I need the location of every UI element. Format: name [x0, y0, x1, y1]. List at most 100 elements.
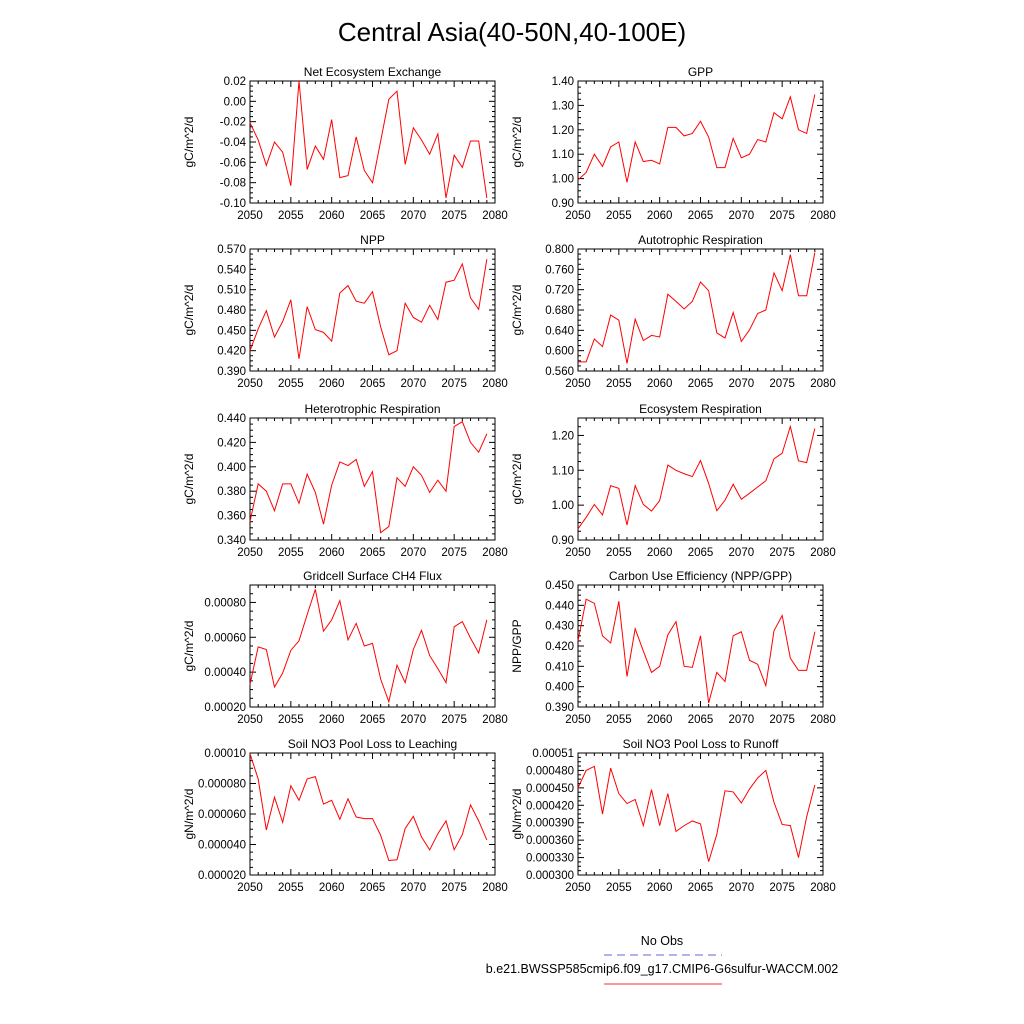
- y-tick-label: 0.410: [545, 661, 574, 673]
- y-tick-label: 0.340: [217, 535, 246, 547]
- y-tick-label: 0.560: [545, 366, 574, 378]
- x-tick-label: 2060: [647, 714, 673, 726]
- chart-panel: Heterotrophic Respiration gC/m^2/d 0.340 0.…: [182, 402, 508, 559]
- panel-title: Soil NO3 Pool Loss to Runoff: [623, 737, 780, 751]
- y-tick-label: 0.400: [217, 462, 246, 474]
- chart-panel: Gridcell Surface CH4 Flux gC/m^2/d 0.00020…: [182, 569, 508, 726]
- y-tick-label: 0.000450: [526, 783, 574, 795]
- x-tick-label: 2050: [237, 882, 263, 894]
- y-axis-label: gC/m^2/d: [510, 117, 524, 168]
- y-tick-label: 0.00060: [204, 632, 246, 644]
- x-tick-label: 2070: [729, 547, 755, 559]
- plot-frame: [577, 248, 824, 372]
- x-tick-label: 2075: [769, 210, 795, 222]
- plot-frame: [577, 584, 824, 708]
- panel-title: Carbon Use Efficiency (NPP/GPP): [609, 569, 792, 583]
- x-tick-label: 2065: [360, 714, 386, 726]
- x-tick-label: 2060: [647, 882, 673, 894]
- x-tick-label: 2070: [401, 714, 427, 726]
- y-tick-label: -0.08: [220, 178, 246, 190]
- x-tick-label: 2080: [810, 882, 836, 894]
- y-tick-label: 0.000480: [526, 765, 574, 777]
- y-tick-label: -0.02: [220, 117, 246, 129]
- plot-frame: [577, 752, 824, 876]
- y-tick-label: 1.20: [552, 430, 574, 442]
- y-tick-label: 0.000020: [198, 870, 246, 882]
- x-tick-label: 2060: [319, 210, 345, 222]
- chart-panel: Net Ecosystem Exchange gC/m^2/d -0.10 -0.08…: [182, 65, 508, 222]
- x-tick-label: 2055: [278, 714, 304, 726]
- y-tick-label: 0.440: [545, 600, 574, 612]
- y-tick-label: 0.390: [217, 366, 246, 378]
- y-tick-label: -0.06: [220, 157, 246, 169]
- x-tick-label: 2050: [237, 714, 263, 726]
- series-line: [249, 259, 488, 359]
- x-tick-label: 2060: [647, 210, 673, 222]
- y-axis-label: gN/m^2/d: [510, 789, 524, 840]
- x-tick-label: 2075: [769, 378, 795, 390]
- plot-frame: [577, 80, 824, 204]
- x-tick-label: 2080: [482, 378, 508, 390]
- series-line: [577, 765, 816, 862]
- x-tick-label: 2070: [729, 714, 755, 726]
- x-tick-label: 2055: [278, 378, 304, 390]
- y-tick-label: 0.440: [217, 413, 246, 425]
- y-tick-label: 0.400: [545, 682, 574, 694]
- x-tick-label: 2060: [647, 378, 673, 390]
- x-tick-label: 2070: [401, 378, 427, 390]
- plot-frame: [249, 584, 496, 708]
- y-tick-label: 0.800: [545, 244, 574, 256]
- x-tick-label: 2060: [319, 882, 345, 894]
- y-tick-label: 0.600: [545, 346, 574, 358]
- y-tick-label: 0.540: [217, 264, 246, 276]
- x-tick-label: 2075: [769, 547, 795, 559]
- x-tick-label: 2065: [688, 378, 714, 390]
- x-tick-label: 2070: [401, 210, 427, 222]
- series-line: [249, 753, 488, 862]
- x-tick-label: 2055: [606, 882, 632, 894]
- x-tick-label: 2080: [810, 378, 836, 390]
- y-tick-label: 0.00040: [204, 667, 246, 679]
- panel-title: Autotrophic Respiration: [638, 233, 763, 247]
- x-tick-label: 2050: [565, 547, 591, 559]
- x-tick-label: 2060: [647, 547, 673, 559]
- plot-frame: [249, 80, 496, 204]
- panels-grid: Net Ecosystem Exchange gC/m^2/d -0.10 -0.08…: [182, 65, 836, 894]
- x-tick-label: 2050: [565, 210, 591, 222]
- y-axis-label: gC/m^2/d: [510, 285, 524, 336]
- y-axis-label: gC/m^2/d: [182, 454, 196, 505]
- series-line: [578, 252, 816, 364]
- x-tick-label: 2080: [810, 547, 836, 559]
- y-tick-label: 0.360: [217, 511, 246, 523]
- x-tick-label: 2055: [278, 210, 304, 222]
- panel-title: Net Ecosystem Exchange: [304, 65, 442, 79]
- y-tick-label: 0.420: [545, 641, 574, 653]
- y-tick-label: 0.00: [224, 96, 246, 108]
- y-tick-label: -0.04: [220, 137, 247, 149]
- y-tick-label: 0.420: [217, 437, 246, 449]
- x-tick-label: 2075: [441, 210, 467, 222]
- panel-title: Heterotrophic Respiration: [304, 402, 440, 416]
- chart-panel: Soil NO3 Pool Loss to LeachinggN/m^2/d0.…: [182, 737, 508, 894]
- x-tick-label: 2065: [360, 547, 386, 559]
- y-tick-label: 0.480: [217, 305, 246, 317]
- figure-title: Central Asia(40-50N,40-100E): [338, 17, 686, 47]
- series-line: [249, 420, 488, 534]
- x-tick-label: 2050: [565, 882, 591, 894]
- y-tick-label: 0.570: [217, 244, 246, 256]
- y-tick-label: 0.000300: [526, 870, 574, 882]
- chart-panel: Carbon Use Efficiency (NPP/GPP) NPP/GPP 0.…: [510, 569, 836, 726]
- x-tick-label: 2050: [565, 378, 591, 390]
- y-tick-label: 0.430: [545, 621, 574, 633]
- x-tick-label: 2065: [688, 882, 714, 894]
- chart-panel: GPP gC/m^2/d 0.90 1.00 1.10 1.20 1.30 1.40 2050 2…: [510, 65, 836, 222]
- panel-title: Soil NO3 Pool Loss to Leaching: [288, 737, 457, 751]
- x-tick-label: 2075: [769, 714, 795, 726]
- chart-panel: Ecosystem Respiration gC/m^2/d 0.90 1.00 1.1…: [510, 402, 836, 559]
- y-tick-label: 0.640: [545, 325, 574, 337]
- y-tick-label: 0.510: [217, 285, 246, 297]
- x-tick-label: 2065: [360, 378, 386, 390]
- x-tick-label: 2065: [360, 210, 386, 222]
- y-tick-label: 0.720: [545, 285, 574, 297]
- y-tick-label: 0.390: [545, 702, 574, 714]
